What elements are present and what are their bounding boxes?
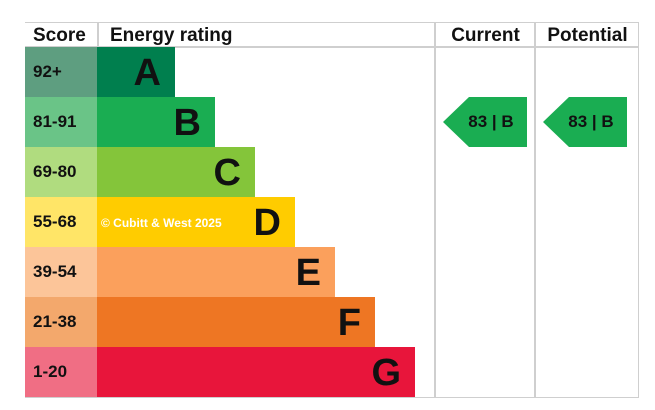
arrow-shape xyxy=(543,97,627,147)
top-border xyxy=(25,22,639,23)
score-range-c: 69-80 xyxy=(25,147,97,197)
band-letter: G xyxy=(371,352,401,394)
score-range-a: 92+ xyxy=(25,47,97,97)
band-letter: B xyxy=(173,102,201,144)
score-range-d: 55-68 xyxy=(25,197,97,247)
band-bar-g: G xyxy=(97,347,415,397)
bottom-border xyxy=(25,397,639,398)
potential-rating-label: 83 | B xyxy=(568,112,614,131)
column-divider xyxy=(534,22,536,398)
current-rating-label: 83 | B xyxy=(468,112,514,131)
band-bar-b: B xyxy=(97,97,215,147)
header-score: Score xyxy=(33,25,86,46)
potential-rating-arrow: 83 | B xyxy=(543,97,627,147)
band-letter: E xyxy=(295,252,321,294)
band-bar-f: F xyxy=(97,297,375,347)
score-range-f: 21-38 xyxy=(25,297,97,347)
band-bar-e: E xyxy=(97,247,335,297)
header-potential: Potential xyxy=(547,25,628,46)
arrow-shape xyxy=(443,97,527,147)
right-border xyxy=(638,22,639,398)
band-bar-a: A xyxy=(97,47,175,97)
band-letter: F xyxy=(337,302,361,344)
band-letter: D xyxy=(253,202,281,244)
band-bar-d: D © Cubitt & West 2025 xyxy=(97,197,295,247)
header-energy-rating: Energy rating xyxy=(110,25,233,46)
header-current: Current xyxy=(451,25,520,46)
column-divider xyxy=(434,22,436,398)
score-range-e: 39-54 xyxy=(25,247,97,297)
current-rating-arrow: 83 | B xyxy=(443,97,527,147)
band-bar-c: C xyxy=(97,147,255,197)
column-divider xyxy=(97,22,99,47)
band-letter: A xyxy=(133,52,161,94)
score-range-g: 1-20 xyxy=(25,347,97,397)
band-letter: C xyxy=(213,152,241,194)
header-divider xyxy=(25,46,639,48)
score-range-b: 81-91 xyxy=(25,97,97,147)
watermark: © Cubitt & West 2025 xyxy=(101,216,222,230)
